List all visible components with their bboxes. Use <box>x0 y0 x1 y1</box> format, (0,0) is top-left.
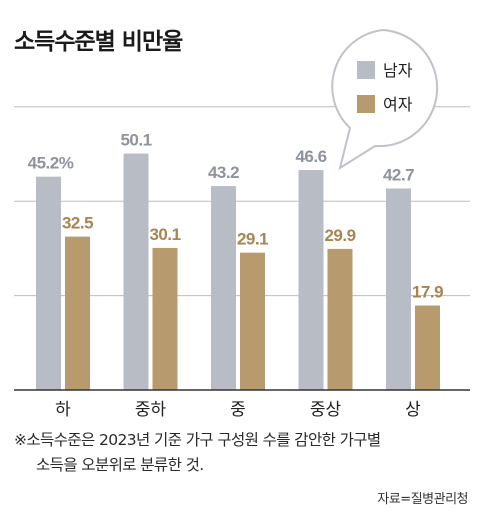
data-label: 29.9 <box>324 226 355 245</box>
legend-label: 남자 <box>383 61 413 80</box>
data-label: 43.2 <box>208 163 239 182</box>
data-label: 30.1 <box>149 225 180 244</box>
data-label: 32.5 <box>62 214 93 233</box>
x-axis: 하 중하 중 중상 상 <box>14 389 470 420</box>
data-label: 17.9 <box>412 283 443 302</box>
bar-female <box>327 248 353 390</box>
bar-female <box>152 247 178 390</box>
data-labels: 45.2% 32.5 50.1 30.1 43.2 29.1 46.6 29.9 42.7 17.… <box>28 131 444 302</box>
bar-female <box>415 305 440 390</box>
chart-title: 소득수준별 비만율 <box>14 29 183 55</box>
bar-female <box>65 236 90 390</box>
x-tick-label: 중하 <box>135 400 167 420</box>
x-tick-label: 상 <box>405 400 421 420</box>
bars <box>36 153 440 390</box>
bar-male <box>123 153 149 390</box>
bar-male <box>386 188 411 390</box>
footnote-line2: 소득을 오분위로 분류한 것. <box>36 456 204 474</box>
bar-male <box>36 176 61 390</box>
x-tick-label: 하 <box>55 400 71 420</box>
x-tick-label: 중상 <box>310 400 342 420</box>
bar-male <box>211 186 236 390</box>
bar-female <box>240 252 265 390</box>
bar-chart: 45.2% 32.5 50.1 30.1 43.2 29.1 46.6 29.9 42.7 17.… <box>14 28 470 420</box>
data-label: 42.7 <box>383 165 414 184</box>
data-label: 50.1 <box>120 131 151 150</box>
data-label: 29.1 <box>237 230 268 249</box>
data-label: 46.6 <box>295 147 326 166</box>
legend-swatch <box>357 61 375 79</box>
footnote: ※소득수준은 2023년 기준 가구 구성원 수를 감안한 가구별 소득을 오분… <box>14 428 469 478</box>
footnote-line1: ※소득수준은 2023년 기준 가구 구성원 수를 감안한 가구별 <box>14 431 381 449</box>
source-note: 자료=질병관리청 <box>377 492 468 507</box>
legend-swatch <box>357 95 375 113</box>
bar-male <box>298 170 324 390</box>
data-label: 45.2% <box>28 154 74 173</box>
x-tick-label: 중 <box>230 400 246 420</box>
legend-label: 여자 <box>383 95 413 114</box>
